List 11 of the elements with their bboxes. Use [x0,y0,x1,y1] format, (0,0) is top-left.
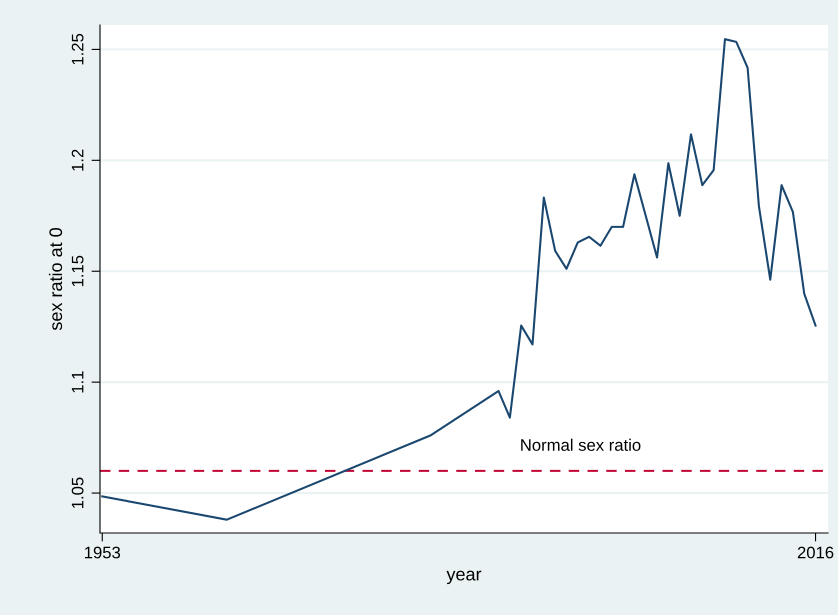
y-tick-label: 1.05 [72,478,84,508]
y-axis-title: sex ratio at 0 [48,228,62,330]
x-tick-label: 2016 [798,546,834,558]
x-tick-label: 1953 [85,546,120,558]
y-tick-label: 1.2 [72,150,84,171]
ref-line-label: Normal sex ratio [521,438,640,451]
y-tick-label: 1.25 [72,34,84,64]
y-tick-label: 1.1 [72,371,84,392]
x-axis-title: year [446,570,482,584]
y-tick-label: 1.15 [72,256,84,286]
line-series [101,38,817,521]
